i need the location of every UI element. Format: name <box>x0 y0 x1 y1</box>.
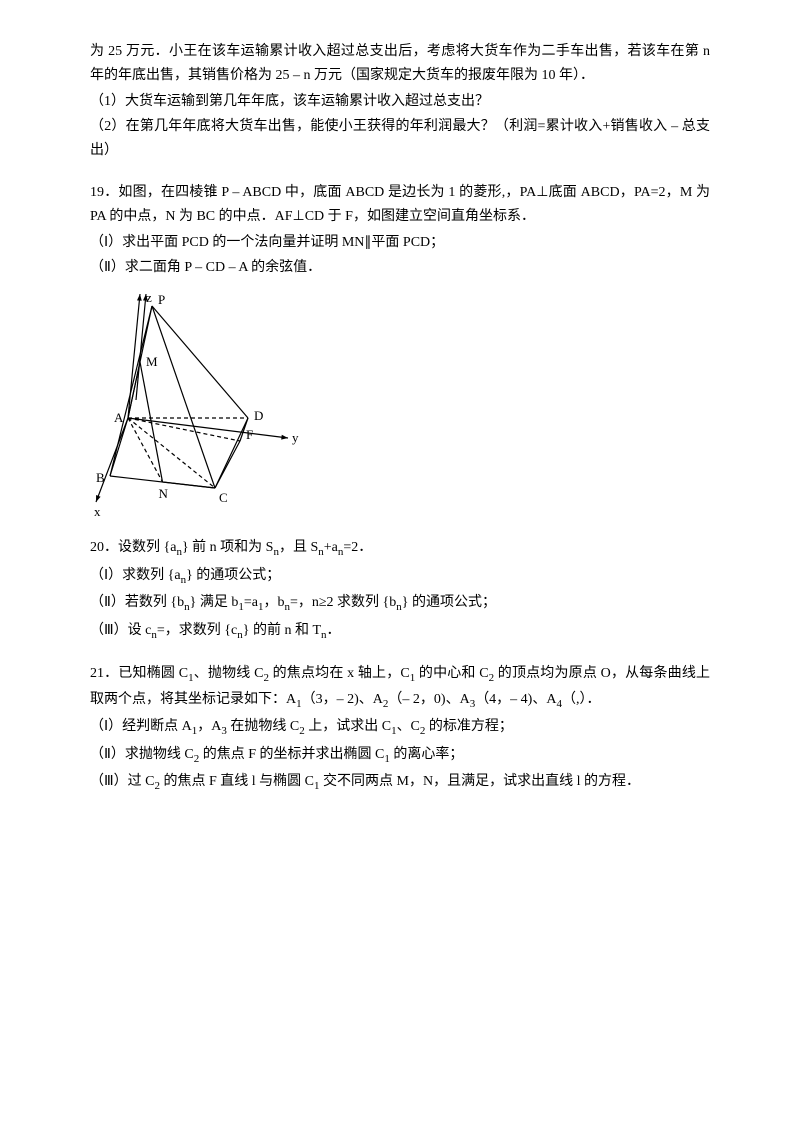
q19-part2: （Ⅱ）求二面角 P – CD – A 的余弦值． <box>90 256 710 280</box>
q19-svg: P M A B N C DFx y z <box>90 288 300 518</box>
q19: 19．如图，在四棱锥 P – ABCD 中，底面 ABCD 是边长为 1 的菱形… <box>90 181 710 518</box>
svg-text:y: y <box>292 430 299 445</box>
q21-part1: （Ⅰ）经判断点 A1，A3 在抛物线 C2 上，试求出 C1、C2 的标准方程； <box>90 715 710 740</box>
svg-text:C: C <box>219 490 228 505</box>
q21-part3: （Ⅲ）过 C2 的焦点 F 直线 l 与椭圆 C1 交不同两点 M，N，且满足，… <box>90 770 710 795</box>
svg-text:A: A <box>114 410 124 425</box>
q20-head: 20．设数列 {an} 前 n 项和为 Sn，且 Sn+an=2． <box>90 536 710 561</box>
q19-head: 19．如图，在四棱锥 P – ABCD 中，底面 ABCD 是边长为 1 的菱形… <box>90 181 710 229</box>
q18-text-3: （2）在第几年年底将大货车出售，能使小王获得的年利润最大？（利润=累计收入+销售… <box>90 115 710 163</box>
svg-text:z: z <box>146 290 152 305</box>
q21-head: 21．已知椭圆 C1、抛物线 C2 的焦点均在 x 轴上，C1 的中心和 C2 … <box>90 662 710 713</box>
q20-part1: （Ⅰ）求数列 {an} 的通项公式； <box>90 564 710 589</box>
q18-text-2: （1）大货车运输到第几年年底，该车运输累计收入超过总支出？ <box>90 90 710 114</box>
q21-part2: （Ⅱ）求抛物线 C2 的焦点 F 的坐标并求出椭圆 C1 的离心率； <box>90 743 710 768</box>
q20-part2: （Ⅱ）若数列 {bn} 满足 b1=a1，bn=，n≥2 求数列 {bn} 的通… <box>90 591 710 616</box>
svg-text:D: D <box>254 408 263 423</box>
svg-text:P: P <box>158 292 165 307</box>
q18-continuation: 为 25 万元．小王在该车运输累计收入超过总支出后，考虑将大货车作为二手车出售，… <box>90 40 710 163</box>
q21: 21．已知椭圆 C1、抛物线 C2 的焦点均在 x 轴上，C1 的中心和 C2 … <box>90 662 710 795</box>
q19-part1: （Ⅰ）求出平面 PCD 的一个法向量并证明 MN∥平面 PCD； <box>90 231 710 255</box>
svg-text:B: B <box>96 470 105 485</box>
page-container: 为 25 万元．小王在该车运输累计收入超过总支出后，考虑将大货车作为二手车出售，… <box>0 0 800 1132</box>
svg-text:M: M <box>146 354 158 369</box>
svg-text:N: N <box>159 486 169 501</box>
svg-text:F: F <box>246 427 253 442</box>
q20-part3: （Ⅲ）设 cn=，求数列 {cn} 的前 n 和 Tn． <box>90 619 710 644</box>
q19-figure: P M A B N C DFx y z <box>90 288 710 518</box>
q18-text-1: 为 25 万元．小王在该车运输累计收入超过总支出后，考虑将大货车作为二手车出售，… <box>90 40 710 88</box>
q20: 20．设数列 {an} 前 n 项和为 Sn，且 Sn+an=2． （Ⅰ）求数列… <box>90 536 710 644</box>
svg-text:x: x <box>94 504 101 518</box>
